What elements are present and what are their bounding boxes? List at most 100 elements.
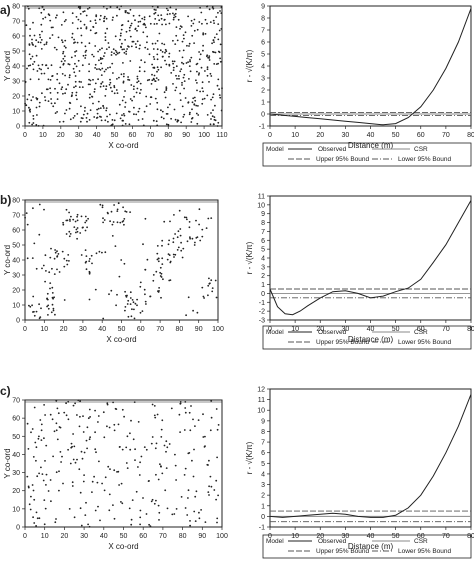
panel-c-scatter-point — [72, 433, 74, 435]
panel-b-legend-model: Model — [266, 329, 284, 336]
panel-a-scatter-point — [75, 16, 78, 18]
panel-a-scatter-point — [97, 107, 100, 110]
panel-a-scatter-point — [70, 95, 73, 98]
panel-b-scatter-point — [172, 253, 175, 256]
panel-a-scatter-point — [183, 73, 186, 76]
panel-a-scatter-point — [38, 105, 41, 108]
panel-b-scatter-point — [84, 249, 87, 252]
panel-a-scatter-point — [206, 55, 208, 58]
panel-a-scatter-point — [121, 114, 123, 116]
panel-b-scatter-point — [31, 257, 34, 259]
panel-a-scatter-point — [146, 79, 149, 82]
panel-b-scatter-point — [207, 217, 210, 220]
panel-b-scatter-point — [183, 216, 186, 219]
panel-b-kfunc-xtick-label: 50 — [392, 326, 400, 333]
panel-a-scatter-point — [172, 66, 175, 69]
panel-b-scatter-point — [80, 215, 83, 218]
panel-c-scatter-point — [150, 442, 153, 445]
panel-a-scatter-point — [54, 102, 56, 105]
panel-a-scatter-point — [175, 26, 178, 28]
panel-a-scatter-point — [88, 119, 91, 121]
panel-b-scatter-point — [76, 237, 78, 240]
panel-b-scatter-ylabel: Y co-ord — [3, 245, 12, 275]
panel-b-scatter-point — [116, 221, 119, 224]
panel-c-scatter-point — [139, 523, 142, 526]
panel-a-scatter-point — [181, 40, 184, 43]
panel-c-scatter-point — [179, 402, 182, 405]
panel-a-scatter-point — [96, 108, 98, 111]
panel-c-scatter-point — [160, 465, 162, 468]
panel-b-scatter-point — [35, 267, 38, 270]
panel-a-scatter-xlabel: X co-ord — [108, 141, 138, 150]
panel-c-scatter-point — [31, 484, 34, 486]
panel-c-scatter-point — [154, 416, 157, 419]
panel-b-scatter-point — [201, 235, 204, 238]
panel-c-scatter-point — [128, 507, 131, 510]
panel-c-scatter-point — [104, 476, 107, 479]
panel-a-kfunc-frame — [269, 5, 472, 127]
panel-a-scatter-point — [68, 74, 71, 77]
panel-a-scatter-point — [139, 44, 141, 47]
panel-b-scatter-point — [166, 258, 169, 261]
panel-a-scatter-point — [217, 38, 220, 41]
panel-c-scatter-point — [160, 428, 163, 431]
panel-b-scatter-point — [122, 220, 125, 222]
panel-a-scatter-point — [120, 24, 123, 27]
panel-a-scatter-point — [136, 77, 139, 80]
panel-c-scatter-point — [166, 507, 169, 510]
panel-a-scatter-point — [107, 67, 109, 69]
panel-a-scatter-point — [149, 103, 152, 105]
panel-b-scatter-point — [123, 223, 125, 226]
panel-a-scatter-point — [195, 104, 198, 107]
panel-c-scatter-point — [151, 436, 154, 438]
panel-a-scatter-point — [191, 108, 193, 111]
panel-a-scatter-point — [68, 107, 71, 110]
panel-a-scatter-point — [175, 8, 178, 11]
panel-c-scatter-point — [35, 525, 37, 527]
panel-b-scatter-xtick-label: 20 — [60, 326, 68, 333]
panel-a-scatter-point — [74, 51, 76, 53]
panel-c-scatter-point — [215, 498, 218, 501]
panel-c-scatter-point — [26, 422, 29, 425]
panel-c-scatter-point — [40, 466, 42, 469]
panel-a-scatter-point — [151, 42, 154, 45]
panel-c-scatter-point — [149, 525, 152, 528]
panel-b-scatter-point — [125, 296, 128, 298]
panel-a-scatter-point — [124, 10, 127, 12]
panel-b-kfunc-ytick-label: 3 — [261, 264, 265, 271]
panel-c-scatter-point — [206, 463, 209, 466]
panel-c-legend-observed: Observed — [318, 538, 347, 545]
panel-a-kfunc-ytick-label: 6 — [261, 40, 265, 47]
panel-c-scatter-point — [175, 508, 178, 510]
panel-a-scatter-point — [113, 52, 115, 55]
panel-a-scatter-point — [152, 119, 155, 122]
panel-a-scatter-point — [56, 111, 58, 113]
panel-a-scatter-point — [103, 52, 106, 54]
panel-a-scatter-point — [32, 122, 35, 124]
panel-a-scatter-point — [154, 97, 157, 100]
panel-a-label: a) — [0, 3, 11, 17]
panel-b-scatter-point — [65, 259, 68, 262]
panel-c-scatter-point — [135, 490, 138, 493]
panel-c-scatter-point — [204, 521, 207, 523]
panel-c-scatter-point — [55, 399, 58, 402]
panel-c-scatter-point — [85, 501, 87, 504]
panel-c-scatter-ylabel: Y co-ord — [3, 448, 12, 478]
panel-c-scatter-point — [94, 409, 96, 412]
panel-b-scatter-point — [28, 304, 30, 307]
panel-a-scatter-point — [84, 54, 87, 57]
panel-a-scatter-point — [128, 29, 131, 32]
panel-a-scatter-ytick-label: 20 — [12, 94, 20, 101]
panel-c-scatter-point — [184, 411, 187, 414]
panel-a-scatter-point — [113, 119, 116, 122]
panel-a-scatter-point — [156, 6, 159, 8]
panel-a-kfunc-xtick-label: 60 — [417, 132, 425, 139]
panel-b-scatter-point — [178, 209, 181, 212]
panel-a-scatter-point — [193, 103, 196, 105]
panel-a-scatter-point — [76, 113, 79, 115]
panel-c-scatter-point — [113, 469, 116, 472]
panel-a-scatter-point — [40, 23, 43, 26]
panel-c-scatter-point — [133, 401, 136, 403]
panel-a-scatter-point — [37, 125, 40, 127]
panel-a-scatter-point — [156, 101, 159, 104]
